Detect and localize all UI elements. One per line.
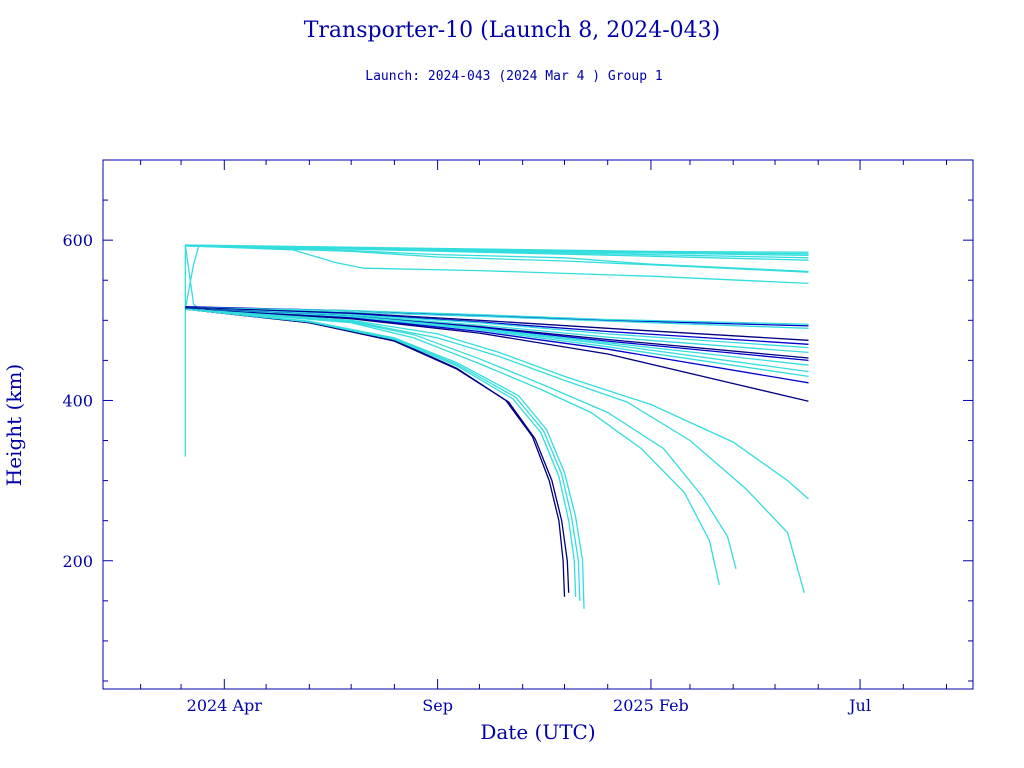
series-line-30 — [185, 308, 566, 597]
chart-subtitle: Launch: 2024-043 (2024 Mar 4 ) Group 1 — [365, 69, 662, 84]
series-line-32 — [185, 308, 577, 597]
series-line-27 — [185, 308, 805, 593]
series-line-10 — [185, 245, 809, 273]
tick-layer — [103, 160, 973, 689]
y-tick-label: 600 — [62, 231, 93, 250]
series-line-31 — [185, 308, 570, 593]
x-tick-label: Sep — [422, 696, 453, 715]
tick-label-layer: 2024 Apr Sep 2025 Feb Jul 200 400 600 — [62, 231, 871, 715]
chart-title: Transporter-10 (Launch 8, 2024-043) — [304, 18, 721, 43]
series-line-25 — [185, 308, 809, 402]
series-line-11 — [185, 245, 809, 285]
series-line-13 — [185, 306, 809, 325]
y-tick-label: 400 — [62, 391, 93, 410]
series-line-29 — [185, 308, 720, 585]
y-axis-label: Height (km) — [2, 364, 26, 486]
y-tick-label: 200 — [62, 552, 93, 571]
series-line-28 — [185, 308, 737, 569]
series-line-3 — [184, 244, 200, 310]
series-line-26 — [185, 308, 809, 500]
x-tick-label: 2025 Feb — [613, 696, 689, 715]
series-line-34 — [185, 308, 585, 609]
series-line-8 — [185, 245, 809, 261]
plot-frame — [102, 159, 974, 690]
x-tick-label: Jul — [847, 696, 871, 715]
x-axis-label: Date (UTC) — [480, 720, 595, 744]
series-layer — [184, 244, 809, 609]
series-line-24 — [185, 308, 809, 384]
x-tick-label: 2024 Apr — [187, 696, 263, 715]
series-line-15 — [185, 306, 809, 341]
series-line-33 — [185, 308, 581, 601]
series-line-17 — [185, 307, 809, 349]
